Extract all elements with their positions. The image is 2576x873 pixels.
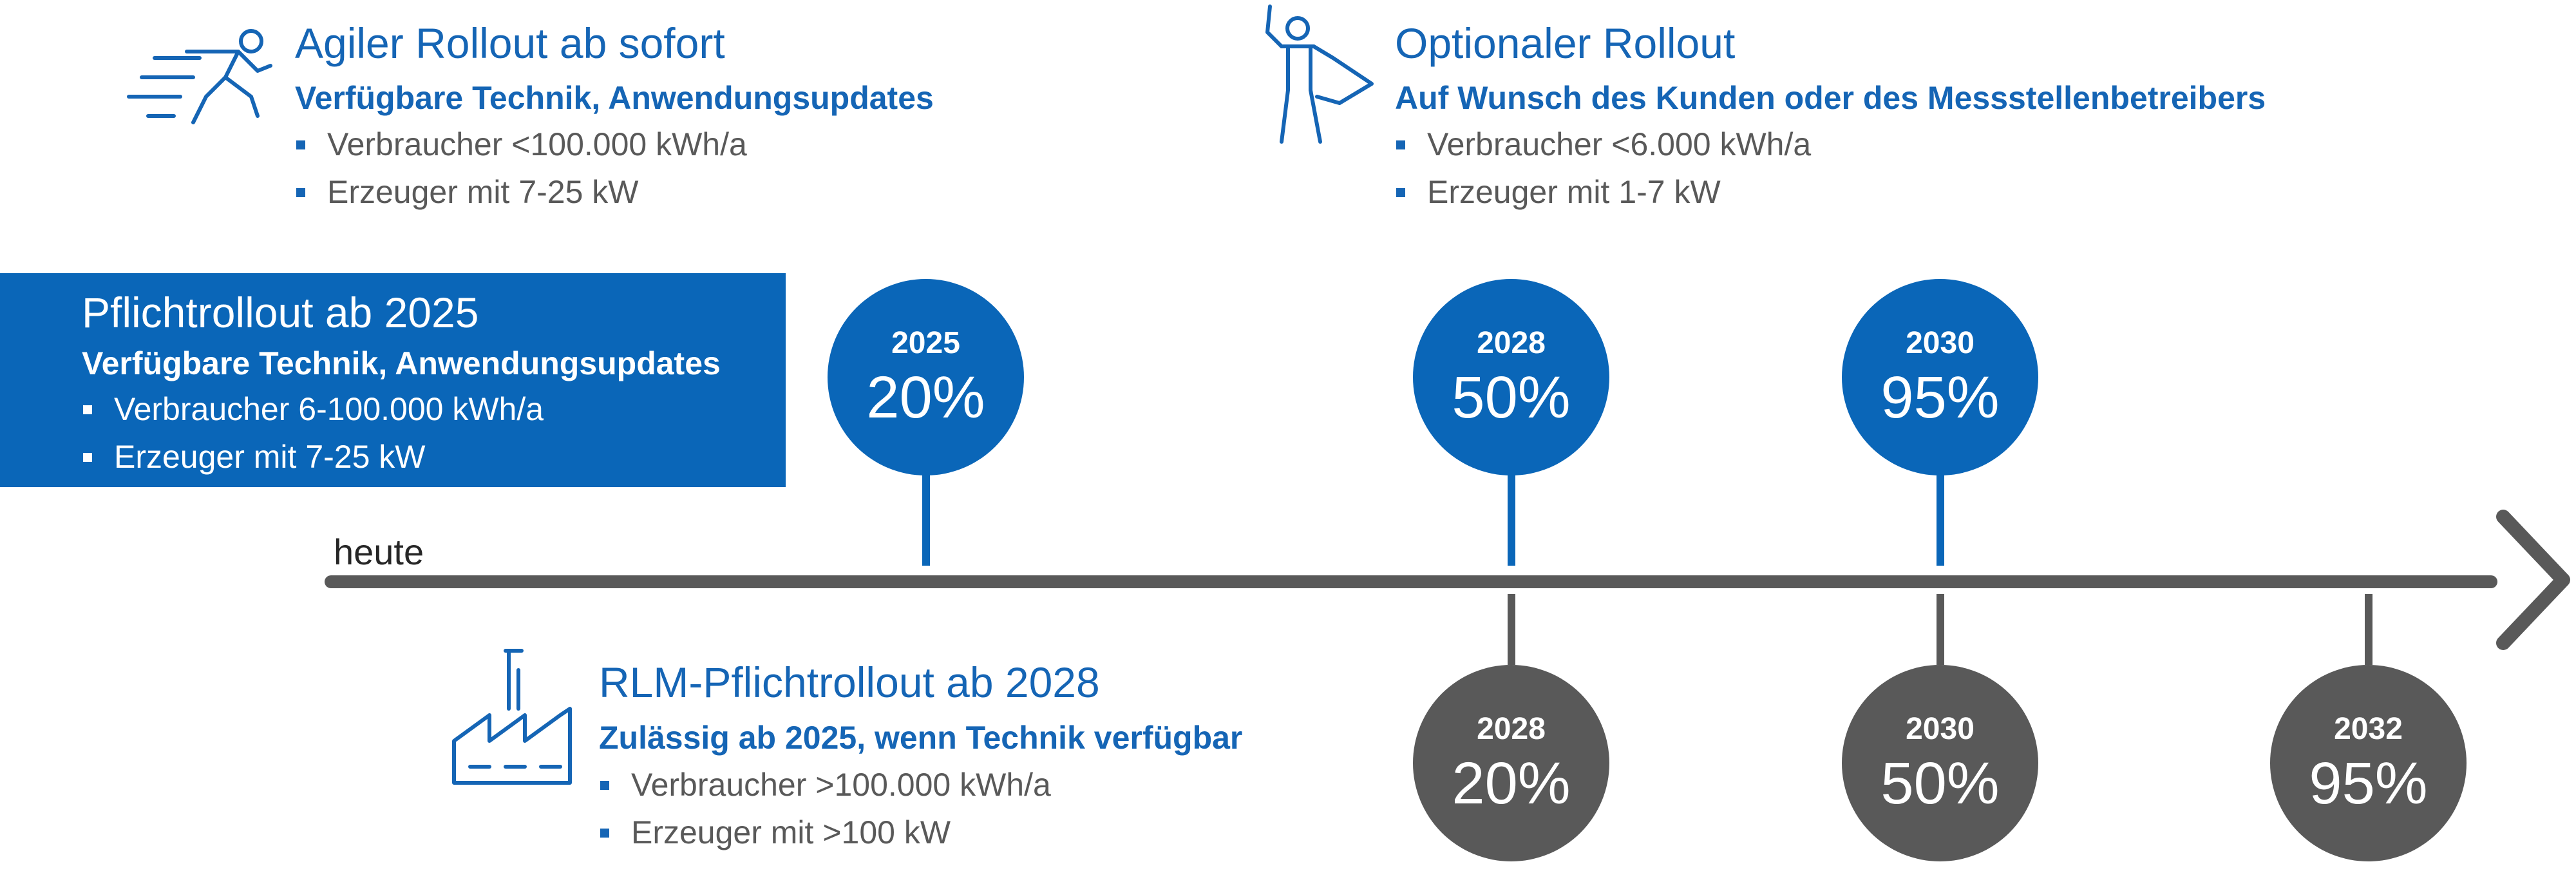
factory-icon bbox=[452, 649, 572, 785]
timeline-start-label: heute bbox=[334, 532, 424, 572]
milestone-year: 2030 bbox=[1906, 711, 1975, 746]
milestone-stem bbox=[1937, 470, 1944, 566]
rlm-bullet-producers: Erzeuger mit >100 kW bbox=[600, 816, 951, 849]
milestone-percent: 20% bbox=[1452, 750, 1571, 816]
optional-bullet-consumers: Verbraucher <6.000 kWh/a bbox=[1396, 128, 1811, 160]
optional-rollout-subtitle: Auf Wunsch des Kunden oder des Messstell… bbox=[1395, 80, 2266, 116]
rlm-rollout-subtitle: Zulässig ab 2025, wenn Technik verfügbar bbox=[599, 720, 1243, 756]
milestone-stem bbox=[2365, 594, 2372, 665]
milestone-year: 2032 bbox=[2334, 711, 2403, 746]
mandatory-bullet-consumers: Verbraucher 6-100.000 kWh/a bbox=[83, 393, 544, 425]
rlm-rollout-title: RLM-Pflichtrollout ab 2028 bbox=[599, 658, 1100, 706]
mandatory-rollout-box: Pflichtrollout ab 2025 Verfügbare Techni… bbox=[0, 273, 786, 487]
milestone-year: 2028 bbox=[1477, 325, 1546, 360]
agile-bullet-producers: Erzeuger mit 7-25 kW bbox=[296, 176, 638, 208]
running-person-icon bbox=[127, 29, 272, 124]
milestone-stem bbox=[922, 470, 930, 566]
milestone-circle-upper: 2028 50% bbox=[1413, 279, 1609, 475]
milestone-percent: 95% bbox=[2309, 750, 2428, 816]
milestone-stem bbox=[1508, 470, 1515, 566]
agile-bullet-consumers: Verbraucher <100.000 kWh/a bbox=[296, 128, 747, 160]
superhero-person-icon bbox=[1265, 5, 1374, 144]
milestone-stem bbox=[1937, 594, 1944, 665]
milestone-year: 2030 bbox=[1906, 325, 1975, 360]
mandatory-bullet-producers: Erzeuger mit 7-25 kW bbox=[83, 441, 425, 473]
mandatory-rollout-title: Pflichtrollout ab 2025 bbox=[82, 289, 479, 336]
milestone-year: 2028 bbox=[1477, 711, 1546, 746]
rlm-bullet-consumers: Verbraucher >100.000 kWh/a bbox=[600, 769, 1051, 801]
milestone-year: 2025 bbox=[891, 325, 960, 360]
milestone-circle-lower: 2028 20% bbox=[1413, 665, 1609, 861]
agile-rollout-subtitle: Verfügbare Technik, Anwendungsupdates bbox=[295, 80, 934, 116]
optional-bullet-producers: Erzeuger mit 1-7 kW bbox=[1396, 176, 1721, 208]
timeline-arrowhead bbox=[2496, 510, 2570, 650]
milestone-circle-upper: 2025 20% bbox=[828, 279, 1024, 475]
milestone-percent: 50% bbox=[1452, 364, 1571, 430]
milestone-stem bbox=[1508, 594, 1515, 665]
optional-rollout-title: Optionaler Rollout bbox=[1395, 19, 1736, 67]
timeline-axis bbox=[325, 575, 2497, 588]
milestone-percent: 95% bbox=[1880, 364, 2000, 430]
milestone-percent: 50% bbox=[1880, 750, 2000, 816]
milestone-percent: 20% bbox=[866, 364, 985, 430]
agile-rollout-title: Agiler Rollout ab sofort bbox=[295, 19, 725, 67]
milestone-circle-lower: 2032 95% bbox=[2270, 665, 2467, 861]
mandatory-rollout-subtitle: Verfügbare Technik, Anwendungsupdates bbox=[82, 345, 721, 381]
milestone-circle-upper: 2030 95% bbox=[1842, 279, 2038, 475]
milestone-circle-lower: 2030 50% bbox=[1842, 665, 2038, 861]
